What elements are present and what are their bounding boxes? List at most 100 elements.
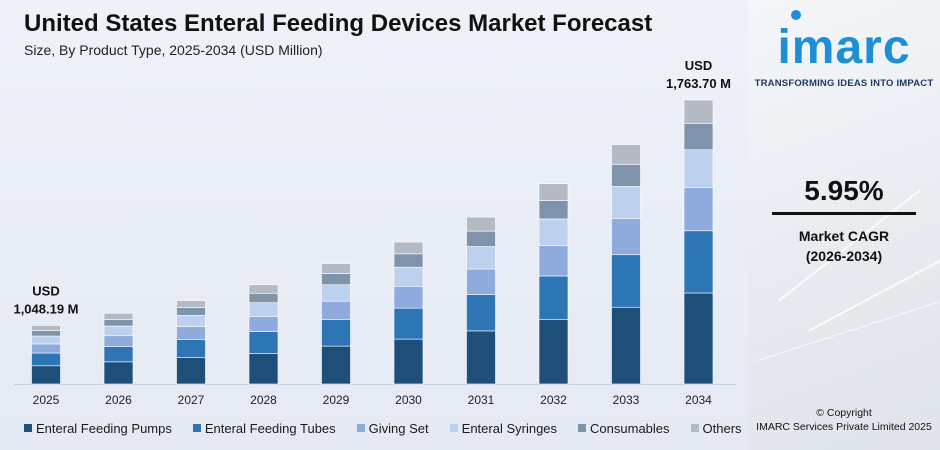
bar-segment-2029-enteral-syringes [321,284,351,302]
bar-segment-2029-others [321,263,351,274]
stacked-bar-chart: 2025 2026 2027 2028 2029 2030 2031 2032 2033 2034… [13,58,736,407]
bar-segment-2031-giving-set [466,268,496,295]
x-tick-label: 2029 [323,393,350,407]
bar-segment-2032-enteral-syringes [538,218,569,246]
bar-segment-2027-consumables [176,307,206,316]
bar-segment-2025-consumables [31,330,61,337]
bar-segment-2026-enteral-syringes [103,325,134,337]
bar-segment-2025-enteral-feeding-pumps [31,365,61,385]
x-tick-label: 2025 [33,393,60,407]
bar-segment-2031-enteral-syringes [466,246,496,270]
logo-wordmark: imarc [777,21,911,74]
value-annotation-currency: USD [685,58,712,73]
bar-segment-2034-consumables [683,123,714,151]
bar-segment-2033-enteral-syringes [611,186,641,219]
bar-segment-2031-others [466,216,496,232]
x-tick-label: 2026 [105,393,132,407]
x-tick-label: 2031 [468,393,495,407]
bar-segment-2034-enteral-feeding-pumps [683,292,714,385]
legend-item: Enteral Feeding Pumps [24,421,172,436]
bar-segment-2028-enteral-feeding-pumps [248,353,279,385]
copyright-line1: © Copyright [816,407,872,419]
copyright-line2: IMARC Services Private Limited 2025 [756,421,932,433]
decorative-line [808,254,940,332]
cagr-label-line2: (2026-2034) [805,248,883,264]
chart-subtitle: Size, By Product Type, 2025-2034 (USD Mi… [24,42,323,58]
bar-segment-2031-consumables [466,230,496,247]
bar-segment-2028-consumables [248,292,279,303]
cagr-value: 5.95% [804,175,884,206]
bar-segment-2028-giving-set [248,316,279,332]
bar-segment-2025-enteral-feeding-tubes [31,352,61,367]
x-tick-label: 2027 [178,393,205,407]
bar-segment-2034-enteral-feeding-tubes [683,230,714,294]
bar-segment-2028-enteral-syringes [248,302,279,317]
bar-segment-2030-enteral-feeding-tubes [393,307,424,340]
bar-segment-2027-others [176,300,206,308]
bar-segment-2033-consumables [611,164,641,187]
value-annotation-currency: USD [32,283,59,298]
legend-item: Giving Set [356,420,429,436]
bar-segment-2033-others [611,144,641,165]
legend-label: Giving Set [368,420,429,436]
bar-segment-2034-giving-set [683,187,714,232]
bar-segment-2026-others [103,313,134,320]
bar-segment-2029-enteral-feeding-tubes [321,319,351,347]
bar-segment-2033-enteral-feeding-pumps [611,306,641,385]
bar-segment-2032-giving-set [538,245,569,277]
bar-segment-2025-others [31,325,61,331]
legend-label: Consumables [590,420,670,436]
value-annotation-amount: 1,048.19 M [13,301,78,316]
legend-label: Enteral Syringes [461,420,558,436]
bar-segment-2033-enteral-feeding-tubes [611,254,641,308]
legend-item: Enteral Syringes [449,420,558,436]
legend-item: Others [690,420,742,436]
bar-segment-2032-consumables [538,200,569,220]
legend-swatch [24,424,32,432]
bar-segment-2028-others [248,284,279,294]
bar-segment-2032-others [538,183,569,201]
bar-segment-2028-enteral-feeding-tubes [248,331,279,354]
legend-swatch [690,424,699,432]
legend-swatch [578,424,587,432]
value-annotation-amount: 1,763.70 M [666,76,731,91]
bar-segment-2032-enteral-feeding-tubes [538,275,569,320]
bar-segment-2026-enteral-feeding-tubes [103,346,134,363]
bar-segment-2030-enteral-feeding-pumps [393,338,424,385]
chart-title: United States Enteral Feeding Devices Ma… [24,10,653,37]
chart-legend: Enteral Feeding Pumps Enteral Feeding Tub… [24,420,763,436]
bar-segment-2029-enteral-feeding-pumps [321,345,351,385]
legend-label: Others [702,420,742,436]
legend-swatch [449,424,458,432]
side-panel: imarc TRANSFORMING IDEAS INTO IMPACT 5.9… [748,0,940,450]
bar-segment-2030-enteral-syringes [393,266,424,287]
cagr-label-line1: Market CAGR [798,228,890,244]
x-tick-label: 2028 [250,393,277,407]
legend-label: Enteral Feeding Pumps [36,420,172,436]
bar-segment-2027-enteral-feeding-pumps [176,357,206,385]
bar-segment-2027-enteral-feeding-tubes [176,339,206,358]
chart-area: United States Enteral Feeding Devices Ma… [0,0,748,450]
brand-tagline: TRANSFORMING IDEAS INTO IMPACT [754,78,934,89]
x-tick-label: 2033 [613,393,640,407]
legend-swatch [356,424,365,432]
bar-segment-2031-enteral-feeding-tubes [466,294,496,332]
bar-segment-2033-giving-set [611,218,641,256]
bar-segment-2026-giving-set [103,335,134,347]
bar-segment-2027-giving-set [176,326,206,340]
bar-segment-2030-consumables [393,253,424,268]
x-tick-label: 2032 [540,393,567,407]
bar-segment-2025-enteral-syringes [31,335,61,345]
bar-segment-2032-enteral-feeding-pumps [538,319,569,385]
bar-segment-2025-giving-set [31,343,61,354]
bar-segment-2034-others [683,99,714,124]
legend-item: Consumables [578,421,670,436]
cagr-label: Market CAGR (2026-2034) [748,226,940,266]
x-tick-label: 2034 [685,393,712,407]
bar-segment-2026-consumables [103,319,134,327]
bar-segment-2027-enteral-syringes [176,315,206,327]
bar-segment-2029-giving-set [321,300,351,320]
legend-label: Enteral Feeding Tubes [204,420,336,436]
bar-segment-2031-enteral-feeding-pumps [466,330,496,385]
bar-segment-2030-giving-set [393,285,424,309]
